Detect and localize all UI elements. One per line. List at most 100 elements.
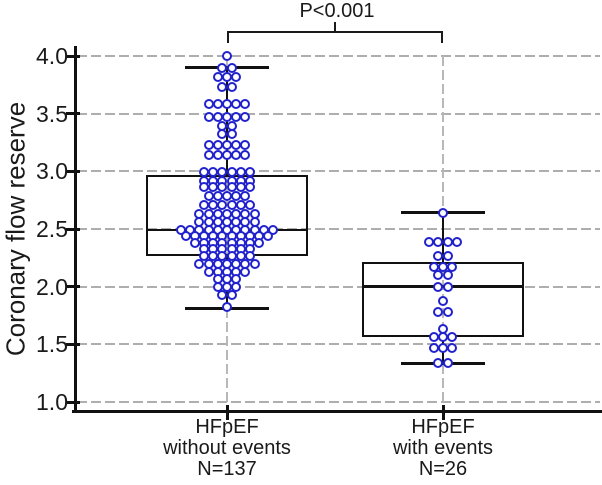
data-point bbox=[442, 281, 453, 292]
category-line-3: N=26 bbox=[418, 458, 468, 480]
data-point bbox=[199, 182, 209, 193]
y-tick-label: 2.5 bbox=[36, 216, 68, 242]
data-point bbox=[222, 150, 232, 161]
data-point bbox=[240, 99, 251, 110]
category-line-2: without events bbox=[163, 437, 291, 459]
bracket-left-tick bbox=[227, 31, 229, 43]
y-tick-mark bbox=[66, 169, 80, 173]
data-point bbox=[226, 199, 237, 210]
y-tick-mark bbox=[66, 227, 80, 231]
data-point bbox=[208, 199, 219, 210]
y-tick-label: 3.5 bbox=[36, 100, 68, 127]
data-point bbox=[222, 302, 232, 313]
category-line-3: N=137 bbox=[197, 458, 257, 480]
h-gridline bbox=[77, 170, 600, 173]
y-tick-label: 3.0 bbox=[36, 158, 68, 185]
data-point bbox=[217, 82, 228, 93]
data-point bbox=[212, 139, 223, 150]
data-point bbox=[212, 99, 223, 110]
data-point bbox=[424, 236, 435, 247]
data-point bbox=[240, 190, 251, 201]
data-point bbox=[433, 236, 444, 247]
data-point bbox=[212, 190, 223, 201]
y-tick-mark bbox=[66, 342, 80, 346]
data-point bbox=[240, 150, 251, 161]
data-point bbox=[222, 281, 232, 292]
data-point bbox=[212, 112, 223, 123]
h-gridline bbox=[77, 228, 600, 230]
data-point bbox=[447, 262, 458, 273]
data-point bbox=[433, 307, 444, 318]
data-point bbox=[222, 139, 232, 150]
data-point bbox=[254, 237, 265, 248]
data-point bbox=[433, 357, 444, 368]
category-line-2: with events bbox=[392, 437, 494, 459]
data-point bbox=[208, 182, 219, 193]
significance-p-label: P<0.001 bbox=[299, 0, 375, 22]
data-point bbox=[438, 342, 448, 353]
data-point bbox=[203, 150, 214, 161]
data-point bbox=[222, 51, 232, 61]
data-point bbox=[442, 307, 453, 318]
h-gridline bbox=[77, 112, 600, 115]
data-point bbox=[222, 99, 232, 110]
data-point bbox=[217, 129, 228, 140]
h-gridline bbox=[77, 343, 600, 346]
data-point bbox=[212, 150, 223, 161]
data-point bbox=[208, 250, 219, 261]
data-point bbox=[245, 250, 255, 261]
data-point bbox=[217, 199, 228, 210]
data-point bbox=[245, 199, 255, 210]
data-point bbox=[433, 281, 444, 292]
data-point bbox=[249, 258, 260, 269]
data-point bbox=[226, 62, 237, 73]
bracket-right-tick bbox=[441, 31, 443, 43]
data-point bbox=[189, 237, 200, 248]
data-point bbox=[203, 99, 214, 110]
h-gridline bbox=[77, 285, 600, 288]
y-tick-mark bbox=[66, 112, 80, 116]
data-point bbox=[199, 250, 209, 261]
data-point bbox=[442, 270, 453, 281]
data-point bbox=[240, 266, 251, 277]
x-axis-spine bbox=[72, 410, 602, 413]
data-point bbox=[231, 71, 242, 82]
data-point bbox=[235, 199, 246, 210]
data-point bbox=[226, 289, 237, 300]
data-point bbox=[217, 289, 228, 300]
y-tick-mark bbox=[66, 400, 80, 404]
data-point bbox=[217, 250, 228, 261]
data-point bbox=[442, 236, 453, 247]
data-point bbox=[433, 250, 444, 261]
bracket-center-pointer bbox=[334, 22, 336, 32]
data-point bbox=[438, 332, 448, 343]
category-line-1: HFpEF bbox=[195, 416, 259, 438]
data-point bbox=[231, 139, 242, 150]
h-gridline bbox=[77, 55, 600, 57]
data-point bbox=[263, 230, 274, 241]
y-axis-spine bbox=[74, 46, 77, 413]
data-point bbox=[222, 112, 232, 123]
y-tick-mark bbox=[66, 285, 80, 289]
data-point bbox=[231, 112, 242, 123]
data-point bbox=[438, 207, 448, 218]
bracket-horizontal-line bbox=[227, 31, 443, 33]
data-point bbox=[194, 258, 205, 269]
y-tick-label: 1.5 bbox=[36, 331, 68, 358]
data-point bbox=[217, 182, 228, 193]
y-tick-mark bbox=[66, 54, 80, 58]
data-point bbox=[451, 236, 462, 247]
data-point bbox=[447, 332, 458, 343]
x-category-label-without-events: HFpEF without events N=137 bbox=[117, 417, 337, 480]
data-point bbox=[203, 266, 214, 277]
data-point bbox=[447, 342, 458, 353]
data-point bbox=[203, 190, 214, 201]
data-point bbox=[240, 139, 251, 150]
data-point bbox=[199, 199, 209, 210]
data-point bbox=[231, 150, 242, 161]
data-point bbox=[428, 342, 439, 353]
data-point bbox=[231, 99, 242, 110]
category-line-1: HFpEF bbox=[411, 416, 475, 438]
data-point bbox=[226, 82, 237, 93]
